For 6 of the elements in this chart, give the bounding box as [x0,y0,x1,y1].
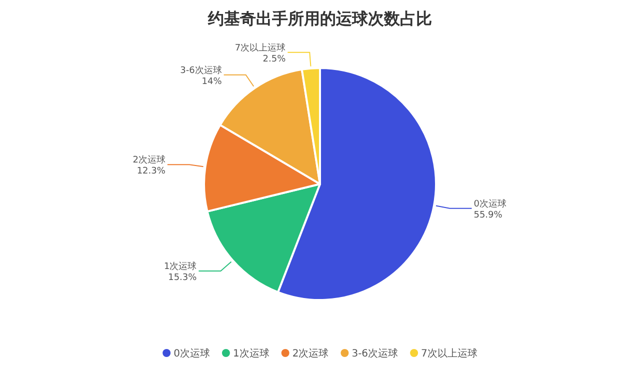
legend-label: 1次运球 [232,348,270,360]
title: 约基奇出手所用的运球次数占比 [208,9,432,28]
legend-label: 7次以上运球 [421,348,478,360]
legend-label: 3-6次运球 [352,348,398,360]
legend-label: 2次运球 [292,348,329,360]
legend-label: 0次运球 [174,348,210,360]
